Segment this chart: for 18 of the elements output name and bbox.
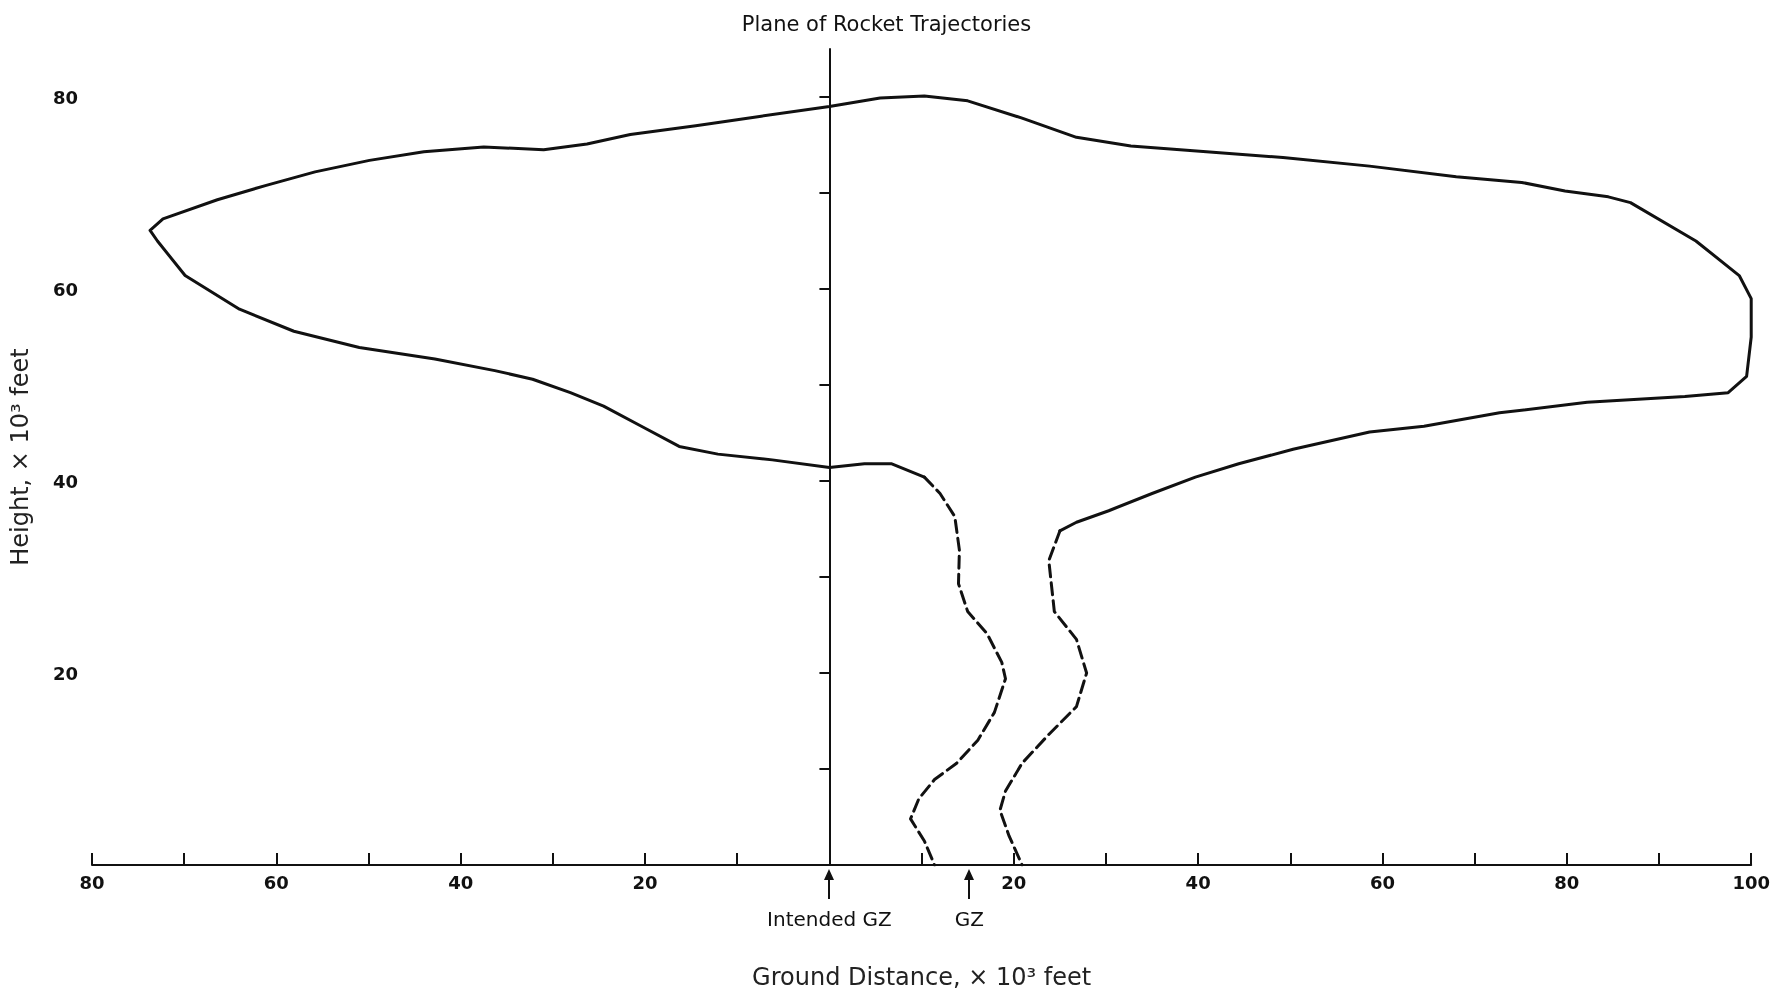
y-tick-label: 80 (52, 86, 78, 108)
y-tick-label: 20 (52, 662, 78, 684)
text: GZ (954, 907, 985, 931)
x-tick-label: 40 (1185, 871, 1211, 893)
x-tick-label: 60 (263, 871, 289, 893)
x-tick-label: 40 (448, 871, 474, 893)
y-axis-title: Height, × 10³ feet (6, 348, 34, 566)
x-tick-label: 80 (79, 871, 105, 893)
text: Intended GZ (767, 907, 892, 931)
x-tick-label: 60 (1369, 871, 1396, 893)
y-tick-label: 40 (52, 470, 78, 492)
x-tick-label: 100 (1732, 871, 1770, 893)
chart-title: Plane of Rocket Trajectories (741, 11, 1032, 36)
y-tick-label: 60 (52, 278, 78, 300)
x-tick-label: 80 (1554, 871, 1580, 893)
x-tick-label: 20 (1001, 871, 1027, 893)
x-tick-label: 20 (632, 871, 658, 893)
x-axis-title: Ground Distance, × 10³ feet (752, 963, 1092, 991)
